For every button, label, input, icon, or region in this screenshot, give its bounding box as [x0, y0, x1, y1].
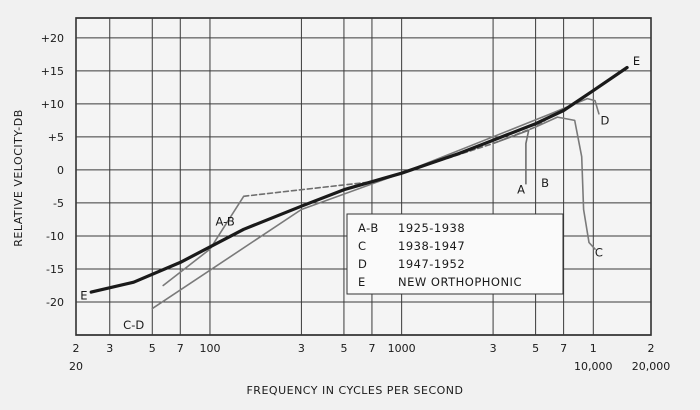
x-tick-label: 7 [368, 342, 375, 355]
curve-label: C-D [123, 318, 144, 332]
x-tick-sublabel: 20 [69, 360, 83, 373]
x-tick-label: 5 [340, 342, 347, 355]
grid-lines [75, 18, 652, 335]
y-tick-label: -15 [46, 263, 64, 276]
x-tick-label: 3 [298, 342, 305, 355]
legend-key: C [358, 239, 367, 253]
x-tick-label: 7 [560, 342, 567, 355]
legend-entry: 1947-1952 [398, 257, 465, 271]
y-tick-label: +15 [41, 65, 64, 78]
legend-key: E [358, 275, 366, 289]
legend-key: A-B [358, 221, 379, 235]
y-tick-label: -10 [46, 230, 64, 243]
x-tick-label: 2 [73, 342, 80, 355]
curve-label: A [517, 183, 525, 197]
curve-label: A-B [216, 214, 235, 228]
y-tick-labels: +20 +15 +10 +5 0 -5 -10 -15 -20 [41, 32, 64, 309]
y-tick-label: -20 [46, 296, 64, 309]
x-tick-label: 100 [199, 342, 220, 355]
curve-a-b-branch [492, 129, 530, 185]
x-tick-label: 3 [106, 342, 113, 355]
x-tick-sublabel: 20,000 [632, 360, 671, 373]
x-tick-label: 2 [648, 342, 655, 355]
x-tick-labels: 2 20 3 5 7 100 3 5 7 1000 3 5 7 1 10,000 2 20,000 [69, 342, 670, 373]
curve-label: E [80, 288, 87, 302]
x-tick-label: 1 [590, 342, 597, 355]
curve-c [534, 116, 596, 250]
response-curves [89, 65, 629, 310]
x-tick-label: 5 [532, 342, 539, 355]
legend-key: D [358, 257, 367, 271]
y-axis-title: RELATIVE VELOCITY-DB [12, 109, 25, 247]
legend-entry: 1938-1947 [398, 239, 465, 253]
legend-box [346, 213, 564, 295]
x-axis-title: FREQUENCY IN CYCLES PER SECOND [246, 384, 463, 397]
x-tick-label: 3 [490, 342, 497, 355]
legend: A-B 1925-1938 C 1938-1947 D 1947-1952 E NEW ORT… [346, 213, 564, 295]
x-tick-label: 5 [149, 342, 156, 355]
curve-label: C [595, 245, 603, 259]
y-tick-label: +20 [41, 32, 64, 45]
x-tick-label: 1000 [388, 342, 416, 355]
x-tick-sublabel: 10,000 [574, 360, 613, 373]
curve-label: E [633, 54, 640, 68]
y-tick-label: +5 [48, 131, 64, 144]
curve-c-d [151, 113, 552, 310]
y-tick-label: 0 [57, 164, 64, 177]
y-tick-label: +10 [41, 98, 64, 111]
y-tick-label: -5 [53, 197, 64, 210]
legend-entry: NEW ORTHOPHONIC [398, 275, 522, 289]
legend-entry: 1925-1938 [398, 221, 465, 235]
x-tick-label: 7 [177, 342, 184, 355]
curve-a-b-low [162, 195, 245, 287]
curve-label: B [541, 176, 549, 190]
curve-e [89, 65, 629, 294]
curve-label: D [601, 113, 610, 127]
